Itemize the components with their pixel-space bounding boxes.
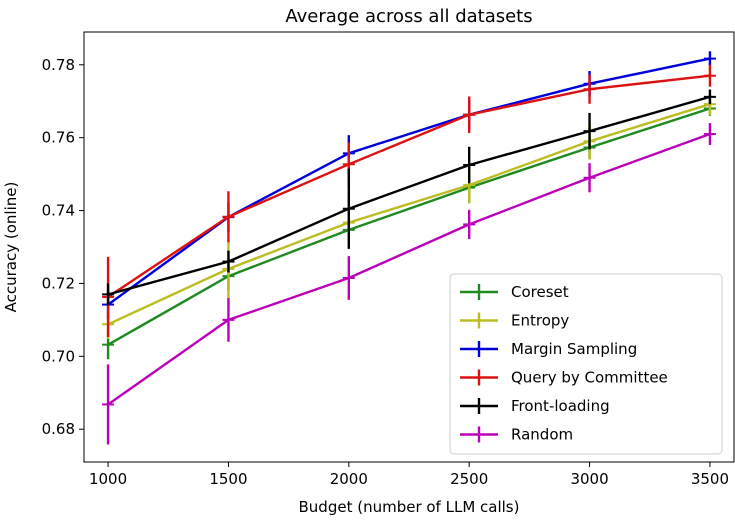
legend-label: Coreset: [511, 283, 569, 301]
x-tick-label: 3500: [691, 470, 729, 488]
series-line-coreset: [107, 107, 711, 346]
legend-label: Margin Sampling: [511, 340, 637, 358]
series-line-front-loading: [107, 95, 711, 296]
legend: Coreset Entropy Margin Sampling Query by Co…: [449, 273, 723, 455]
y-axis-label: Accuracy (online): [2, 182, 20, 313]
legend-item-entropy: Entropy: [460, 312, 569, 330]
series-front-loading: [102, 89, 716, 306]
legend-item-random: Random: [460, 426, 573, 444]
legend-label: Random: [511, 426, 573, 444]
legend-box: [449, 273, 723, 455]
series-random: [102, 123, 716, 445]
x-axis-label: Budget (number of LLM calls): [299, 498, 520, 516]
legend-label: Entropy: [511, 312, 569, 330]
legend-label: Front-loading: [511, 397, 610, 415]
x-tick-label: 3000: [570, 470, 608, 488]
x-tick-label: 1000: [89, 470, 127, 488]
x-tick-label: 2000: [330, 470, 368, 488]
legend-label: Query by Committee: [511, 369, 668, 387]
y-tick-label: 0.70: [42, 347, 75, 365]
legend-item-query-by-committee: Query by Committee: [460, 369, 668, 387]
y-tick-label: 0.78: [42, 56, 75, 74]
series-line-margin-sampling: [107, 57, 711, 306]
y-tick-label: 0.72: [42, 274, 75, 292]
series-line-entropy: [107, 103, 711, 326]
y-tick-label: 0.76: [42, 129, 75, 147]
legend-item-front-loading: Front-loading: [460, 397, 610, 415]
legend-item-coreset: Coreset: [460, 283, 569, 301]
plot-frame: [83, 31, 735, 463]
legend-item-margin-sampling: Margin Sampling: [460, 340, 637, 358]
y-tick-label: 0.74: [42, 202, 75, 220]
x-tick-label: 1500: [209, 470, 247, 488]
x-tick-label: 2500: [450, 470, 488, 488]
axis-ticks: 1000 1500 2000 2500 3000 3500 0.68 0.70 0.72 0.74…: [42, 56, 729, 488]
y-tick-label: 0.68: [42, 420, 75, 438]
series-group: [102, 51, 716, 445]
chart-title: Average across all datasets: [285, 6, 532, 27]
series-line-random: [107, 132, 711, 406]
series-line-query-by-committee: [107, 74, 711, 298]
